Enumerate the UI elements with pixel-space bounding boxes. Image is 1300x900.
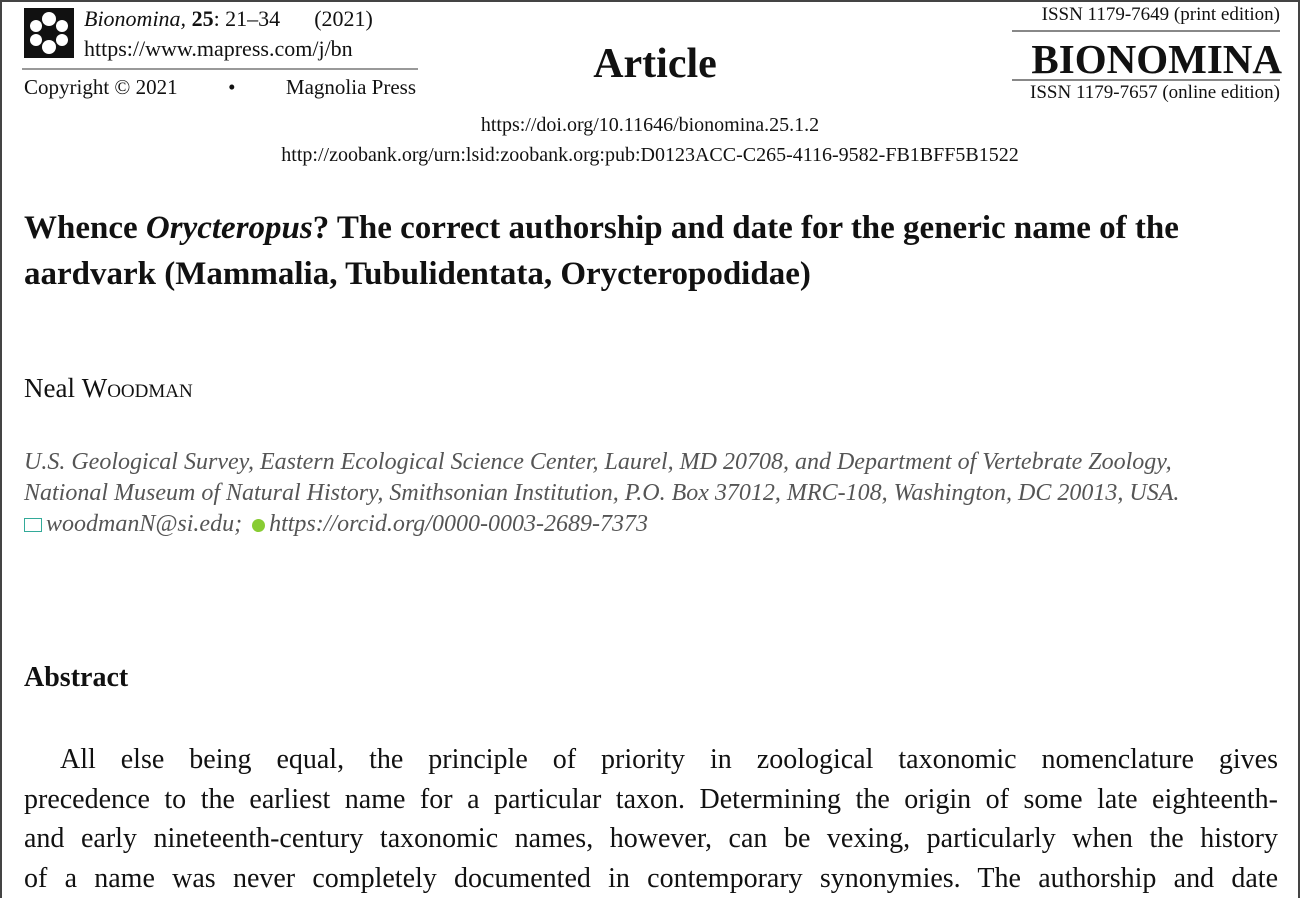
doi-link[interactable]: https://doi.org/10.11646/bionomina.25.1.…	[480, 114, 820, 136]
copyright-line: Copyright © 2021 • Magnolia Press	[24, 75, 416, 99]
issn-print: ISSN 1179-7649 (print edition)	[1041, 4, 1280, 25]
contact-line: woodmanN@si.edu; https://orcid.org/0000-0…	[24, 509, 1179, 540]
issn-online: ISSN 1179-7657 (online edition)	[1030, 82, 1280, 103]
magnolia-logo	[24, 8, 74, 58]
article-type: Article	[593, 41, 717, 87]
abstract-line: and early nineteenth-century taxonomic n…	[24, 823, 1278, 854]
zoobank-link[interactable]: http://zoobank.org/urn:lsid:zoobank.org:…	[281, 144, 1019, 166]
divider	[1012, 30, 1280, 32]
affiliation: U.S. Geological Survey, Eastern Ecologic…	[24, 447, 1179, 540]
abstract-line: of a name was never completely documente…	[24, 862, 1278, 894]
journal-brand: BIONOMINA	[1031, 36, 1282, 82]
divider	[1012, 79, 1280, 81]
abstract-line: precedence to the earliest name for a pa…	[24, 783, 1278, 815]
abstract-line: All else being equal, the principle of p…	[60, 744, 1278, 775]
orcid-link[interactable]: https://orcid.org/0000-0003-2689-7373	[269, 511, 648, 537]
abstract-heading: Abstract	[24, 662, 129, 693]
orcid-icon	[252, 518, 266, 532]
article-title: Whence Orycteropus? The correct authorsh…	[24, 210, 1179, 292]
divider	[22, 68, 418, 70]
journal-citation: Bionomina, 25: 21–34 (2021)	[84, 6, 373, 31]
mail-icon	[24, 518, 42, 533]
email-link[interactable]: woodmanN@si.edu;	[46, 511, 243, 537]
journal-url[interactable]: https://www.mapress.com/j/bn	[84, 36, 353, 61]
author-name: Neal Woodman	[24, 373, 193, 403]
abstract-text: All else being equal, the principle of p…	[24, 740, 1278, 898]
